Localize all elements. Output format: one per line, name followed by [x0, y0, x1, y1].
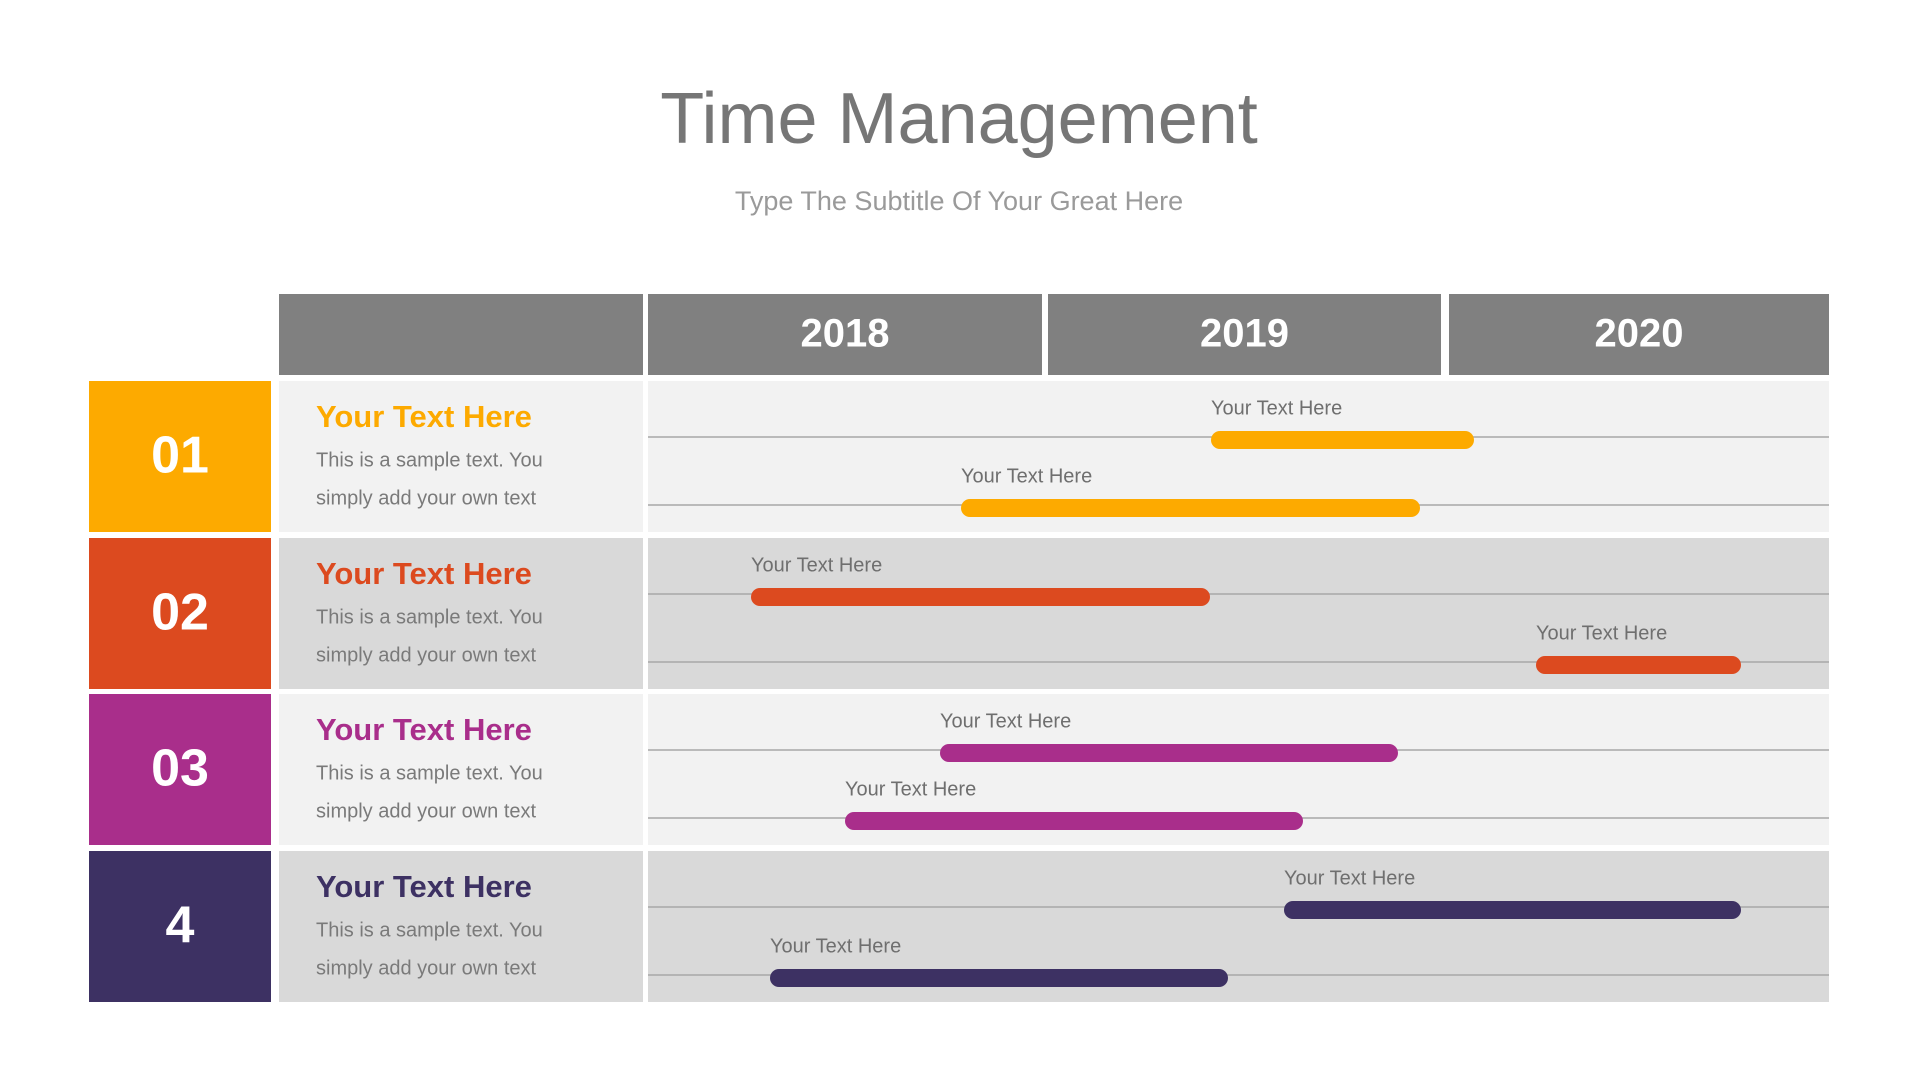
- row-heading: Your Text Here: [316, 399, 532, 434]
- task-label: Your Text Here: [845, 778, 976, 800]
- task-label: Your Text Here: [751, 554, 882, 576]
- text-cell: [279, 851, 643, 1002]
- title: Time Management: [660, 79, 1258, 159]
- row-text: simply add your own text: [316, 644, 537, 666]
- text-cell: [279, 381, 643, 532]
- row-heading: Your Text Here: [316, 869, 532, 904]
- row-heading: Your Text Here: [316, 556, 532, 591]
- row-number: 01: [151, 427, 209, 485]
- row-text: simply add your own text: [316, 487, 537, 509]
- number-cell: [89, 538, 271, 689]
- header-cell: [1048, 294, 1441, 375]
- text-cell: [279, 538, 643, 689]
- subtitle: Type The Subtitle Of Your Great Here: [735, 186, 1183, 216]
- row-text: This is a sample text. You: [316, 762, 543, 784]
- task-label: Your Text Here: [1211, 397, 1342, 419]
- row-number: 4: [166, 897, 195, 955]
- header-blank: [279, 294, 643, 375]
- text-cell: [279, 694, 643, 845]
- year-label: 2019: [1200, 312, 1289, 356]
- year-label: 2018: [801, 312, 890, 356]
- number-cell: [89, 381, 271, 532]
- row-text: This is a sample text. You: [316, 449, 543, 471]
- row-number: 03: [151, 740, 209, 798]
- row-number: 02: [151, 584, 209, 642]
- row-heading: Your Text Here: [316, 712, 532, 747]
- row-text: simply add your own text: [316, 800, 537, 822]
- number-cell: [89, 694, 271, 845]
- task-label: Your Text Here: [770, 935, 901, 957]
- task-label: Your Text Here: [1536, 622, 1667, 644]
- task-label: Your Text Here: [1284, 867, 1415, 889]
- number-cell: [89, 851, 271, 1002]
- header-cell: [1449, 294, 1829, 375]
- row-text: simply add your own text: [316, 957, 537, 979]
- task-label: Your Text Here: [940, 710, 1071, 732]
- row-text: This is a sample text. You: [316, 919, 543, 941]
- task-label: Your Text Here: [961, 465, 1092, 487]
- year-label: 2020: [1595, 312, 1684, 356]
- row-text: This is a sample text. You: [316, 606, 543, 628]
- header-cell: [648, 294, 1042, 375]
